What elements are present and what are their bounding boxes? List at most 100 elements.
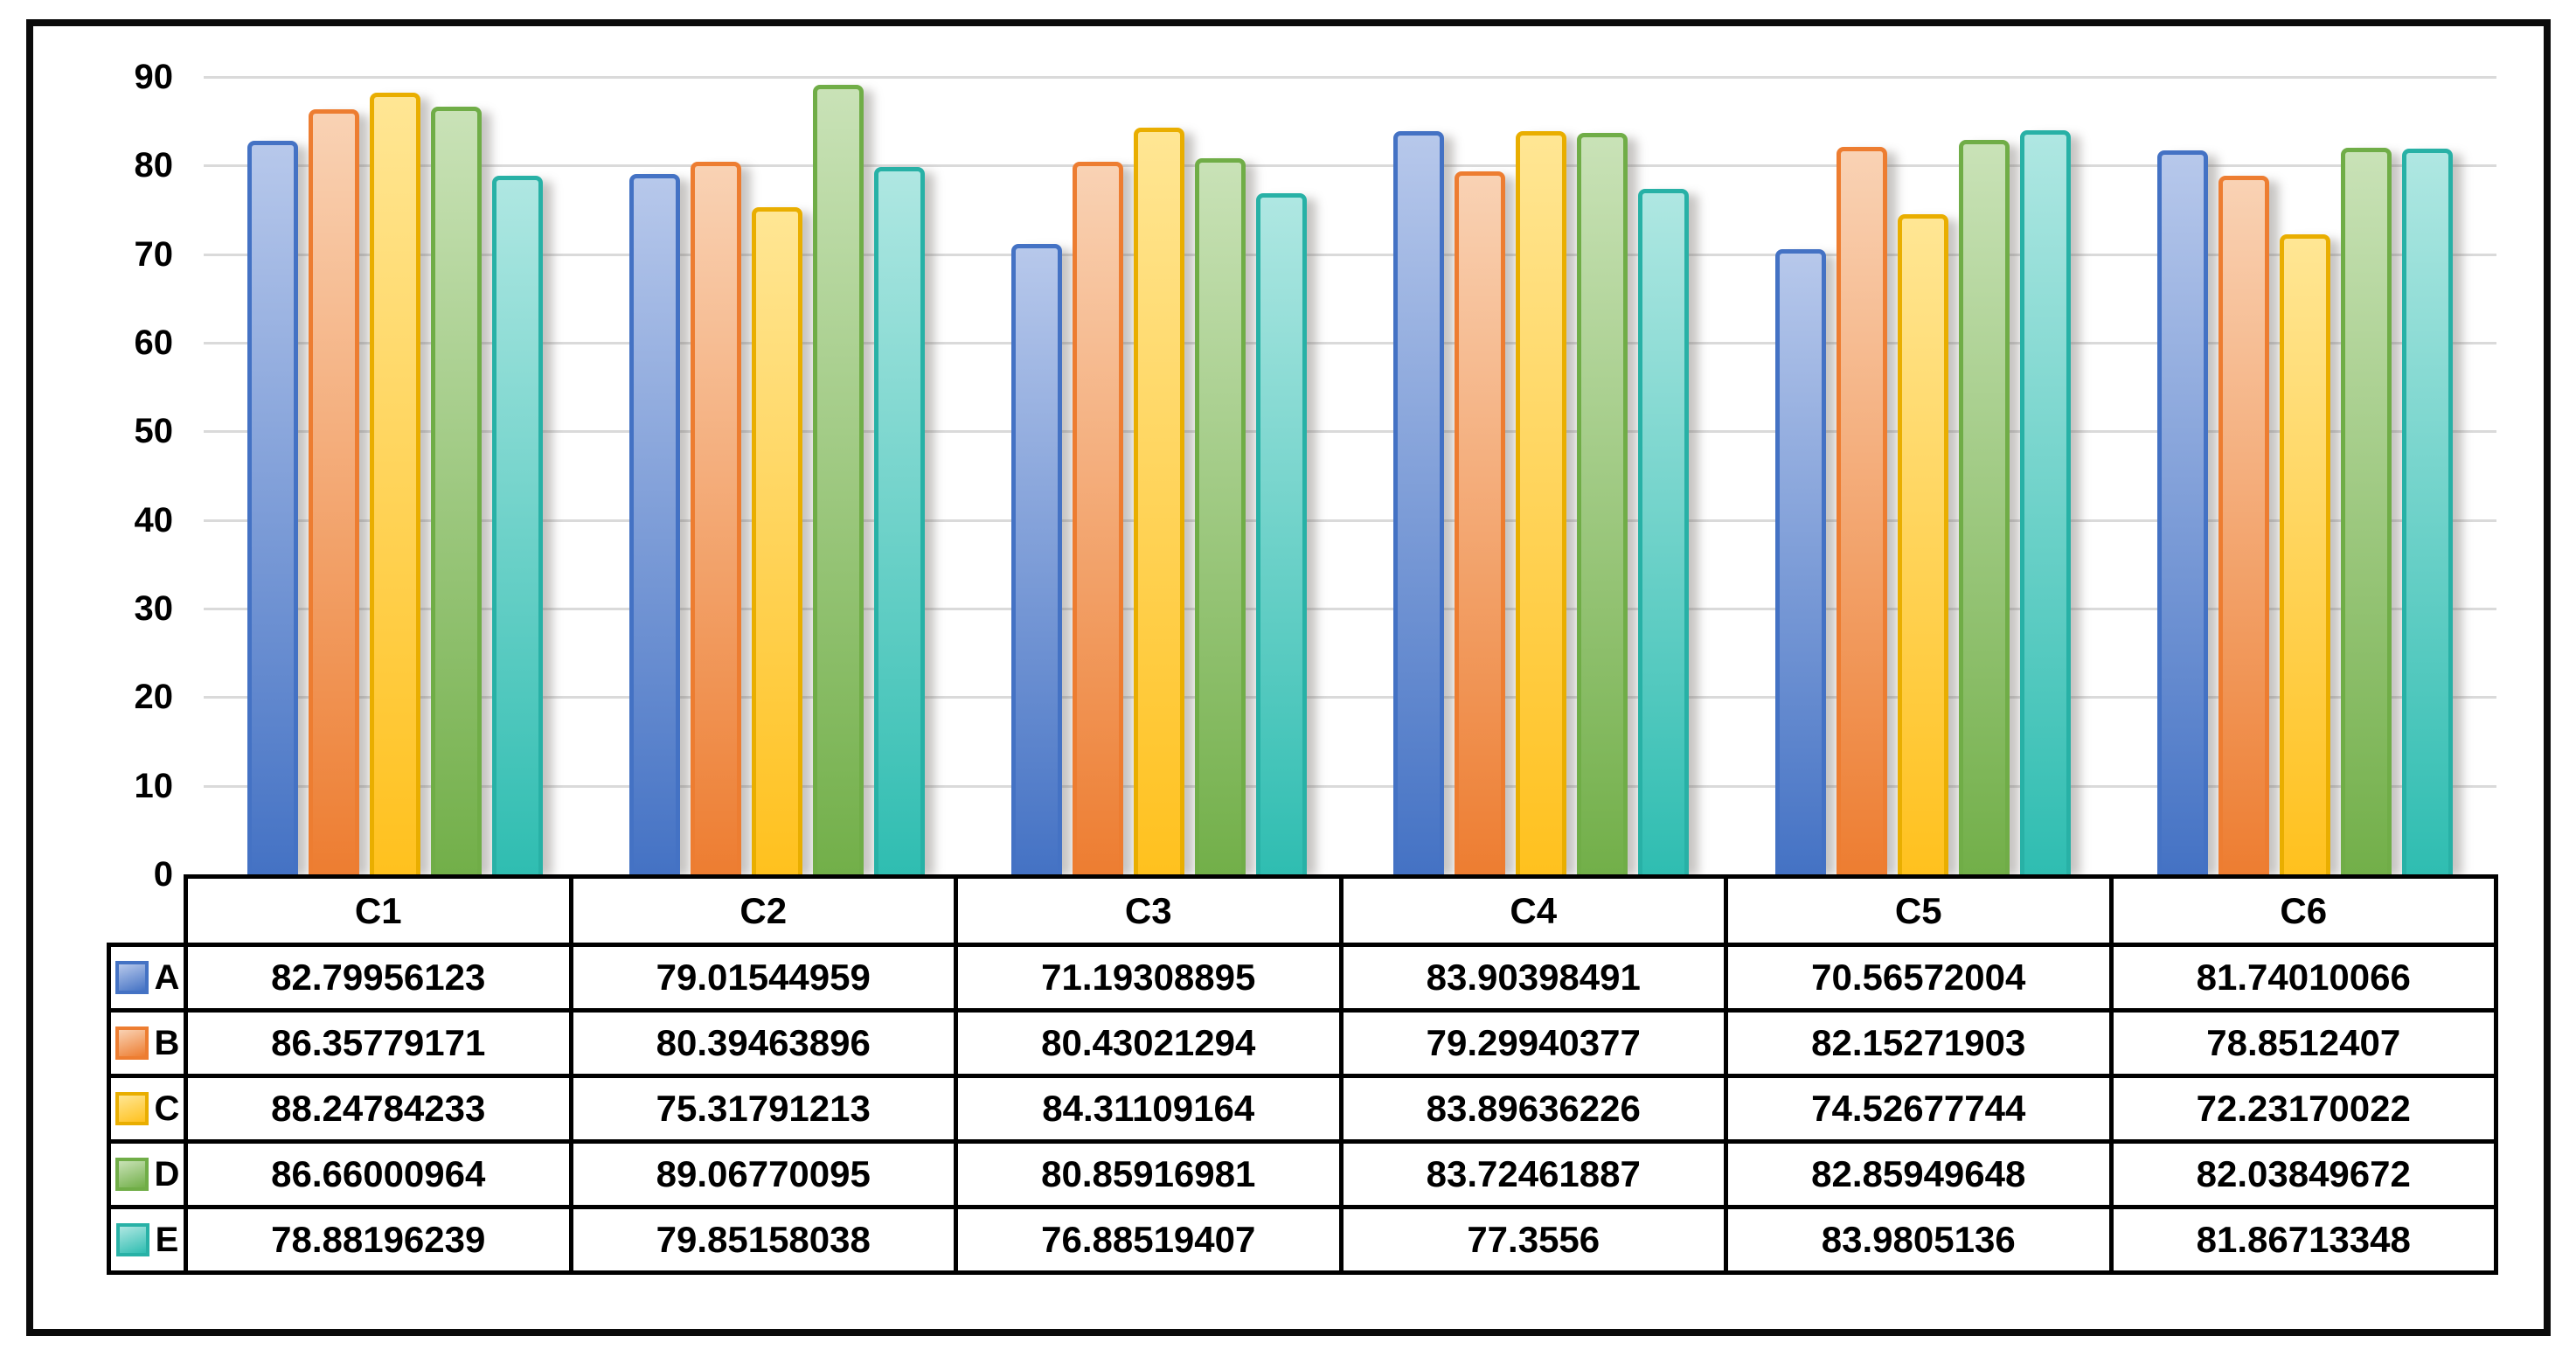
bar-C-C4 bbox=[1516, 130, 1567, 874]
y-tick-label-30: 30 bbox=[134, 588, 174, 628]
table-header-C3: C3 bbox=[954, 874, 1344, 947]
table-value-E-C2: 79.85158038 bbox=[568, 1205, 958, 1275]
bar-A-C3 bbox=[1010, 243, 1062, 874]
bar-D-C4 bbox=[1577, 132, 1628, 874]
table-header-row: C1 C2 C3 C4 C5 C6 bbox=[109, 874, 2498, 947]
bar-E-C6 bbox=[2402, 149, 2454, 874]
table-value-E-C6: 81.86713348 bbox=[2108, 1205, 2498, 1275]
bar-E-C5 bbox=[2020, 130, 2072, 874]
bar-E-C1 bbox=[491, 175, 543, 874]
legend-key-B: B bbox=[111, 1026, 184, 1061]
legend-swatch-icon bbox=[115, 1026, 149, 1060]
table-value-C-C2: 75.31791213 bbox=[568, 1074, 958, 1144]
table-value-A-C3: 71.19308895 bbox=[954, 943, 1344, 1013]
table-value-B-C5: 82.15271903 bbox=[1724, 1008, 2114, 1078]
table-value-C-C4: 83.89636226 bbox=[1338, 1074, 1728, 1144]
table-header-C5: C5 bbox=[1724, 874, 2114, 947]
legend-label-D: D bbox=[154, 1155, 180, 1194]
y-tick-label-70: 70 bbox=[134, 234, 174, 274]
y-tick-label-50: 50 bbox=[134, 412, 174, 451]
table-row-C: C 88.24784233 75.31791213 84.31109164 83.896… bbox=[107, 1074, 2498, 1144]
legend-label-B: B bbox=[154, 1024, 180, 1062]
legend-cell-D: D bbox=[107, 1139, 188, 1209]
y-tick-label-60: 60 bbox=[134, 323, 174, 362]
bar-C-C1 bbox=[369, 92, 420, 874]
table-value-E-C1: 78.88196239 bbox=[184, 1205, 573, 1275]
bar-cluster-C2 bbox=[586, 77, 968, 874]
bar-D-C2 bbox=[812, 85, 864, 874]
legend-label-E: E bbox=[155, 1221, 179, 1259]
bar-cluster-C6 bbox=[2114, 77, 2496, 874]
bar-D-C5 bbox=[1959, 140, 2010, 874]
table-value-D-C3: 80.85916981 bbox=[954, 1139, 1344, 1209]
bar-A-C6 bbox=[2157, 150, 2209, 874]
table-header-C6: C6 bbox=[2108, 874, 2498, 947]
gridline-10 bbox=[204, 784, 2496, 788]
bar-B-C3 bbox=[1072, 161, 1123, 874]
gridline-20 bbox=[204, 696, 2496, 699]
gridline-80 bbox=[204, 164, 2496, 168]
y-tick-label-90: 90 bbox=[134, 58, 174, 96]
bar-A-C4 bbox=[1393, 130, 1445, 874]
table-value-B-C6: 78.8512407 bbox=[2108, 1008, 2498, 1078]
table-header-C4: C4 bbox=[1338, 874, 1728, 947]
legend-label-C: C bbox=[154, 1089, 180, 1128]
legend-swatch-icon bbox=[115, 1158, 149, 1191]
bar-B-C6 bbox=[2218, 175, 2270, 874]
legend-key-E: E bbox=[111, 1222, 184, 1257]
table-header-C1: C1 bbox=[184, 874, 573, 947]
gridline-50 bbox=[204, 430, 2496, 434]
table-value-E-C3: 76.88519407 bbox=[954, 1205, 1344, 1275]
bar-B-C1 bbox=[308, 108, 359, 874]
gridline-90 bbox=[204, 76, 2496, 79]
table-value-D-C6: 82.03849672 bbox=[2108, 1139, 2498, 1209]
table-value-D-C4: 83.72461887 bbox=[1338, 1139, 1728, 1209]
bar-E-C3 bbox=[1255, 192, 1307, 874]
table-value-C-C5: 74.52677744 bbox=[1724, 1074, 2114, 1144]
bar-B-C4 bbox=[1455, 171, 1506, 874]
table-value-B-C4: 79.29940377 bbox=[1338, 1008, 1728, 1078]
bar-D-C6 bbox=[2341, 147, 2392, 874]
data-table: C1 C2 C3 C4 C5 C6 A 82.79956123 79.01544959 71.1… bbox=[107, 874, 2498, 1275]
gridline-60 bbox=[204, 341, 2496, 344]
bar-B-C2 bbox=[690, 162, 741, 874]
bar-E-C2 bbox=[873, 166, 925, 874]
bar-A-C2 bbox=[628, 174, 680, 874]
y-tick-label-80: 80 bbox=[134, 146, 174, 185]
bar-C-C3 bbox=[1133, 127, 1184, 874]
table-value-A-C1: 82.79956123 bbox=[184, 943, 573, 1013]
legend-key-A: A bbox=[111, 960, 184, 995]
table-row-B: B 86.35779171 80.39463896 80.43021294 79.299… bbox=[107, 1008, 2498, 1078]
table-value-B-C3: 80.43021294 bbox=[954, 1008, 1344, 1078]
bar-D-C3 bbox=[1194, 157, 1246, 874]
legend-cell-C: C bbox=[107, 1074, 188, 1144]
legend-key-D: D bbox=[111, 1157, 184, 1192]
bar-A-C1 bbox=[246, 140, 298, 874]
table-row-A: A 82.79956123 79.01544959 71.19308895 83.903… bbox=[107, 943, 2498, 1013]
table-value-C-C3: 84.31109164 bbox=[954, 1074, 1344, 1144]
bar-cluster-C5 bbox=[1732, 77, 2114, 874]
bar-C-C5 bbox=[1898, 213, 1949, 874]
table-corner-cell bbox=[109, 877, 186, 945]
table-row-D: D 86.66000964 89.06770095 80.85916981 83.724… bbox=[107, 1139, 2498, 1209]
gridline-30 bbox=[204, 607, 2496, 610]
legend-swatch-icon bbox=[115, 1223, 149, 1256]
bar-D-C1 bbox=[430, 106, 482, 874]
table-value-A-C6: 81.74010066 bbox=[2108, 943, 2498, 1013]
bar-E-C4 bbox=[1638, 189, 1690, 874]
legend-label-A: A bbox=[154, 958, 180, 997]
bar-cluster-C4 bbox=[1350, 77, 1732, 874]
table-value-E-C4: 77.3556 bbox=[1338, 1205, 1728, 1275]
bar-B-C5 bbox=[1837, 146, 1888, 874]
table-row-E: E 78.88196239 79.85158038 76.88519407 77.355… bbox=[107, 1205, 2498, 1275]
bar-cluster-C3 bbox=[968, 77, 1350, 874]
table-value-D-C1: 86.66000964 bbox=[184, 1139, 573, 1209]
table-value-D-C2: 89.06770095 bbox=[568, 1139, 958, 1209]
legend-key-C: C bbox=[111, 1091, 184, 1126]
table-value-C-C6: 72.23170022 bbox=[2108, 1074, 2498, 1144]
table-value-C-C1: 88.24784233 bbox=[184, 1074, 573, 1144]
y-tick-label-40: 40 bbox=[134, 500, 174, 539]
legend-cell-E: E bbox=[107, 1205, 188, 1275]
table-value-D-C5: 82.85949648 bbox=[1724, 1139, 2114, 1209]
table-value-B-C1: 86.35779171 bbox=[184, 1008, 573, 1078]
